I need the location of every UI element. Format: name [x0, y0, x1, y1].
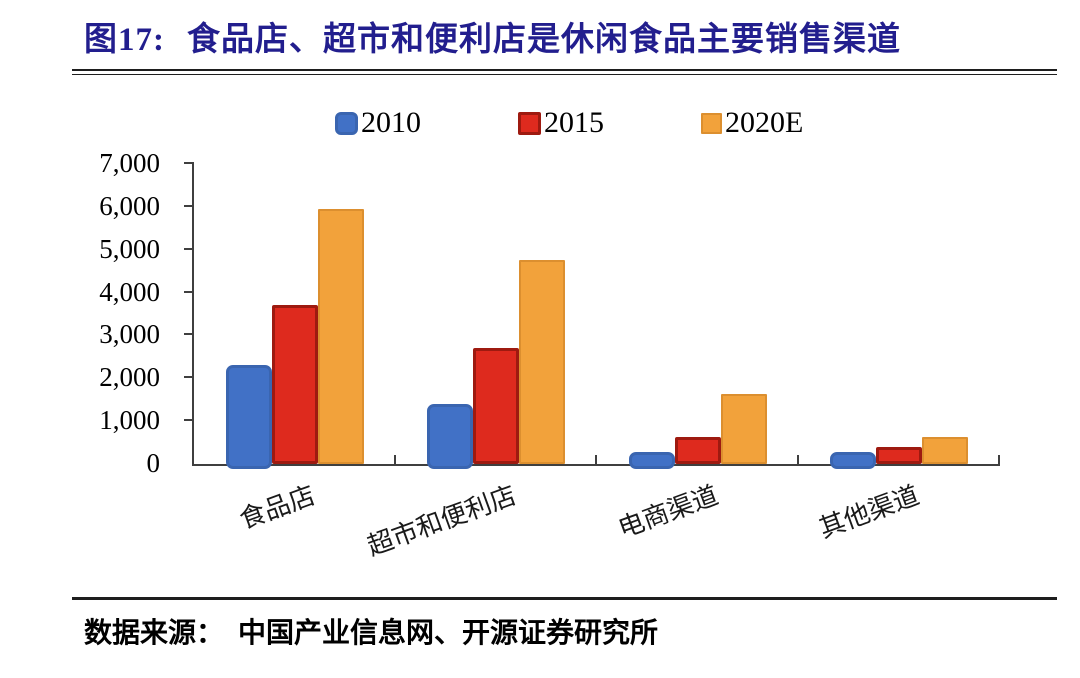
y-axis-tick: [184, 333, 194, 336]
y-axis-tick: [184, 204, 194, 207]
figure-number: 图17:: [84, 22, 165, 58]
bar-2010-超市和便利店: [427, 404, 474, 469]
y-axis-label: 2,000: [99, 362, 160, 393]
title-divider: [72, 69, 1057, 75]
bar-2020E-食品店: [317, 209, 364, 464]
bar-2015-超市和便利店: [473, 348, 520, 464]
y-axis-label: 5,000: [99, 233, 160, 264]
y-axis-label: 6,000: [99, 190, 160, 221]
bar-2015-其他渠道: [876, 446, 923, 464]
y-axis-tick: [184, 376, 194, 379]
category-label: 电商渠道: [614, 480, 722, 544]
chart-legend: 2010 2015 2020E: [335, 108, 803, 138]
bar-chart-plot-area: 0 1,000 2,000 3,000 4,000 5,000 6,000 7,000 食品店超…: [99, 148, 1000, 561]
legend-label: 2015: [544, 106, 604, 139]
x-axis-tick: [393, 455, 396, 464]
y-axis-tick: [184, 247, 194, 250]
category-label: 食品店: [235, 480, 319, 535]
legend-item-2010: 2010: [335, 108, 421, 138]
x-axis-tick: [595, 455, 597, 464]
bar-2010-食品店: [225, 365, 272, 469]
y-axis-tick: [184, 290, 194, 293]
y-axis-label: 7,000: [99, 148, 160, 178]
bar-2010-其他渠道: [830, 452, 877, 469]
footer-divider: [72, 597, 1057, 600]
bar-2010-电商渠道: [628, 452, 675, 469]
data-source-text: 中国产业信息网、开源证券研究所: [238, 618, 659, 649]
legend-label: 2020E: [725, 106, 804, 139]
data-source: 数据来源： 中国产业信息网、开源证券研究所: [84, 611, 658, 651]
y-axis-label: 0: [146, 448, 161, 478]
y-axis-label: 4,000: [99, 276, 160, 307]
bar-2015-食品店: [271, 305, 318, 464]
legend-swatch-icon: [701, 112, 722, 134]
legend-item-2020E: 2020E: [701, 108, 803, 138]
legend-label: 2010: [361, 106, 421, 139]
bar-2020E-电商渠道: [720, 394, 767, 464]
legend-item-2015: 2015: [518, 108, 604, 138]
x-axis-tick: [998, 455, 1000, 464]
y-axis-label: 1,000: [99, 405, 160, 436]
y-axis-tick: [184, 419, 194, 422]
y-axis-label: 3,000: [99, 319, 160, 350]
legend-swatch-icon: [335, 111, 358, 135]
bar-2020E-其他渠道: [922, 437, 969, 464]
figure-title-text: 食品店、超市和便利店是休闲食品主要销售渠道: [187, 22, 901, 58]
bar-2015-电商渠道: [674, 437, 721, 464]
legend-swatch-icon: [518, 111, 541, 135]
x-axis-tick: [796, 455, 799, 464]
bar-2020E-超市和便利店: [519, 260, 566, 464]
y-axis-tick: [184, 162, 194, 164]
category-label: 超市和便利店: [363, 480, 521, 562]
data-source-label: 数据来源：: [84, 618, 225, 649]
category-label: 其他渠道: [815, 480, 924, 544]
figure-title: 图17: 食品店、超市和便利店是休闲食品主要销售渠道: [84, 12, 901, 60]
